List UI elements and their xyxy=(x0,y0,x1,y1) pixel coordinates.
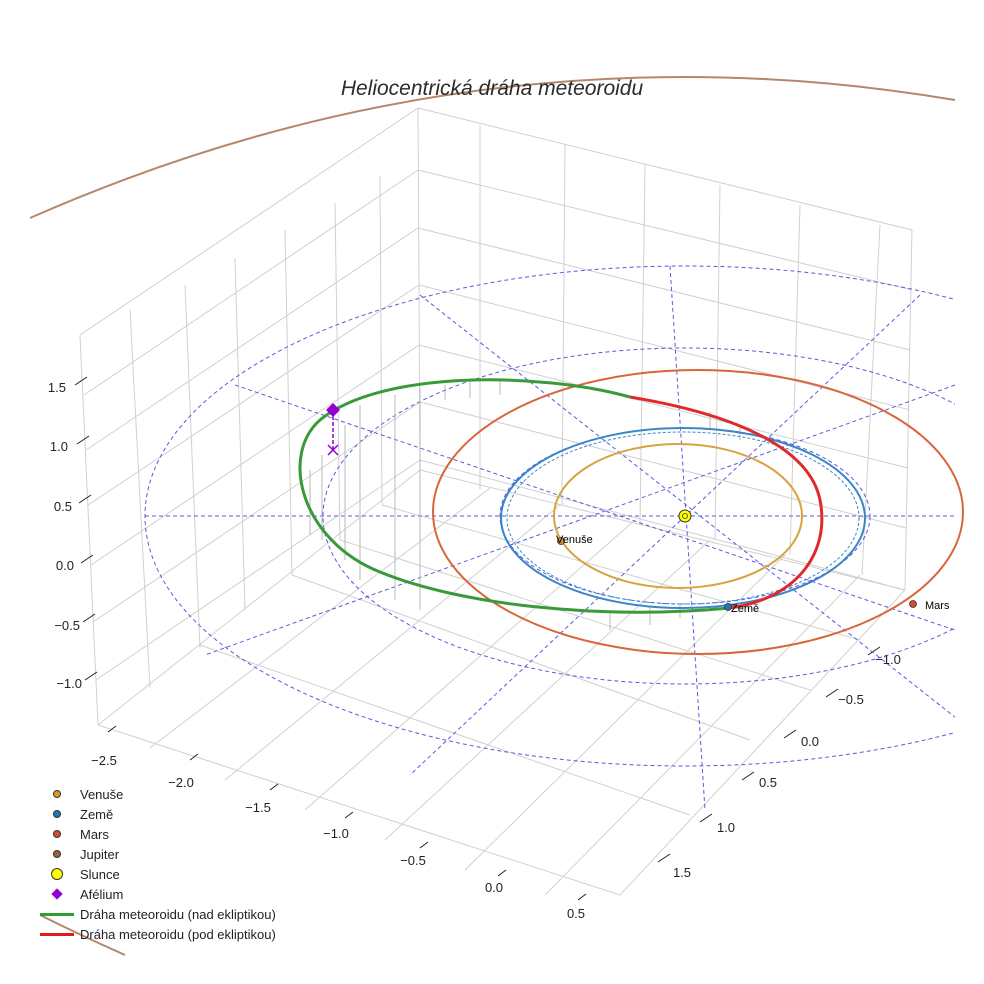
x-axis-labels: −2.5 −2.0 −1.5 −1.0 −0.5 0.0 0.5 xyxy=(91,753,585,921)
x-tick-label: −2.0 xyxy=(168,775,194,790)
y-tick-label: 0.0 xyxy=(801,734,819,749)
sun-dot-icon xyxy=(51,868,63,880)
legend-label: Slunce xyxy=(80,866,120,882)
y-axis-labels: −1.0 −0.5 0.0 0.5 1.0 1.5 xyxy=(673,652,901,880)
x-tick-label: 0.5 xyxy=(567,906,585,921)
venus-dot-icon xyxy=(53,790,61,798)
ecliptic-reference xyxy=(144,265,955,811)
legend-label: Afélium xyxy=(80,886,124,902)
legend-label: Jupiter xyxy=(80,846,120,862)
jupiter-orbit xyxy=(29,75,956,219)
z-tick-label: 0.0 xyxy=(56,558,74,573)
y-tick-label: 1.0 xyxy=(717,820,735,835)
venus-label: Venuše xyxy=(556,534,593,546)
chart-title: Heliocentrická dráha meteoroidu xyxy=(341,77,644,100)
x-tick-label: −1.5 xyxy=(245,800,271,815)
legend-label: Dráha meteoroidu (pod ekliptikou) xyxy=(80,926,276,942)
legend-label: Mars xyxy=(80,826,109,842)
drop-lines xyxy=(309,380,741,630)
venus-marker xyxy=(557,537,565,545)
z-tick-label: 1.0 xyxy=(50,439,68,454)
z-tick-label: −0.5 xyxy=(54,618,80,633)
z-tick-label: 0.5 xyxy=(54,499,72,514)
jupiter-orbit-lower xyxy=(39,914,126,956)
meteoroid-orbit-below xyxy=(629,395,824,610)
tick-marks xyxy=(74,376,881,901)
earth-orbit xyxy=(500,427,866,609)
line-icon xyxy=(40,932,74,936)
legend-label: Dráha meteoroidu (nad ekliptikou) xyxy=(80,906,276,922)
venus-orbit xyxy=(553,443,803,589)
mars-dot-icon xyxy=(53,830,61,838)
mars-label: Mars xyxy=(925,600,950,612)
legend-item-jupiter: Jupiter xyxy=(38,844,276,864)
diamond-icon xyxy=(51,888,63,900)
legend-item-aphelion: Afélium xyxy=(38,884,276,904)
legend-item-earth: Země xyxy=(38,804,276,824)
y-tick-label: −1.0 xyxy=(875,652,901,667)
x-tick-label: −2.5 xyxy=(91,753,117,768)
sun-marker xyxy=(678,509,692,523)
y-tick-label: 1.5 xyxy=(673,865,691,880)
legend-label: Země xyxy=(80,806,114,822)
aphelion-marker xyxy=(326,403,340,417)
z-tick-label: 1.5 xyxy=(48,380,66,395)
legend-item-venus: Venuše xyxy=(38,784,276,804)
earth-label: Země xyxy=(731,603,759,615)
z-tick-label: −1.0 xyxy=(56,676,82,691)
x-tick-label: −0.5 xyxy=(400,853,426,868)
y-tick-label: 0.5 xyxy=(759,775,777,790)
legend-item-orbit-below: Dráha meteoroidu (pod ekliptikou) xyxy=(38,924,276,944)
x-tick-label: 0.0 xyxy=(485,880,503,895)
meteoroid-orbit-above xyxy=(298,378,731,614)
sun-marker-center xyxy=(682,513,688,519)
earth-marker xyxy=(724,603,732,611)
mars-orbit xyxy=(432,369,964,655)
legend-item-mars: Mars xyxy=(38,824,276,844)
y-tick-label: −0.5 xyxy=(838,692,864,707)
earth-orbit-inner xyxy=(506,431,860,605)
legend-item-sun: Slunce xyxy=(38,864,276,884)
back-grid xyxy=(79,107,913,896)
aphelion-projection xyxy=(327,444,339,456)
jupiter-dot-icon xyxy=(53,850,61,858)
mars-marker xyxy=(909,600,917,608)
legend: Venuše Země Mars Jupiter Slunce Afélium … xyxy=(38,784,276,944)
z-axis-labels: −1.0 −0.5 0.0 0.5 1.0 1.5 xyxy=(48,380,82,691)
legend-label: Venuše xyxy=(80,786,124,802)
line-icon xyxy=(40,912,74,916)
earth-dot-icon xyxy=(53,810,61,818)
x-tick-label: −1.0 xyxy=(323,826,349,841)
legend-item-orbit-above: Dráha meteoroidu (nad ekliptikou) xyxy=(38,904,276,924)
